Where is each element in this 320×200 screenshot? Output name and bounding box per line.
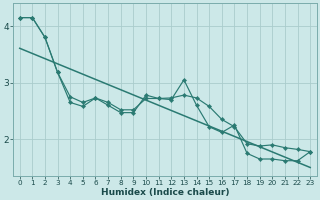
X-axis label: Humidex (Indice chaleur): Humidex (Indice chaleur) — [101, 188, 229, 197]
